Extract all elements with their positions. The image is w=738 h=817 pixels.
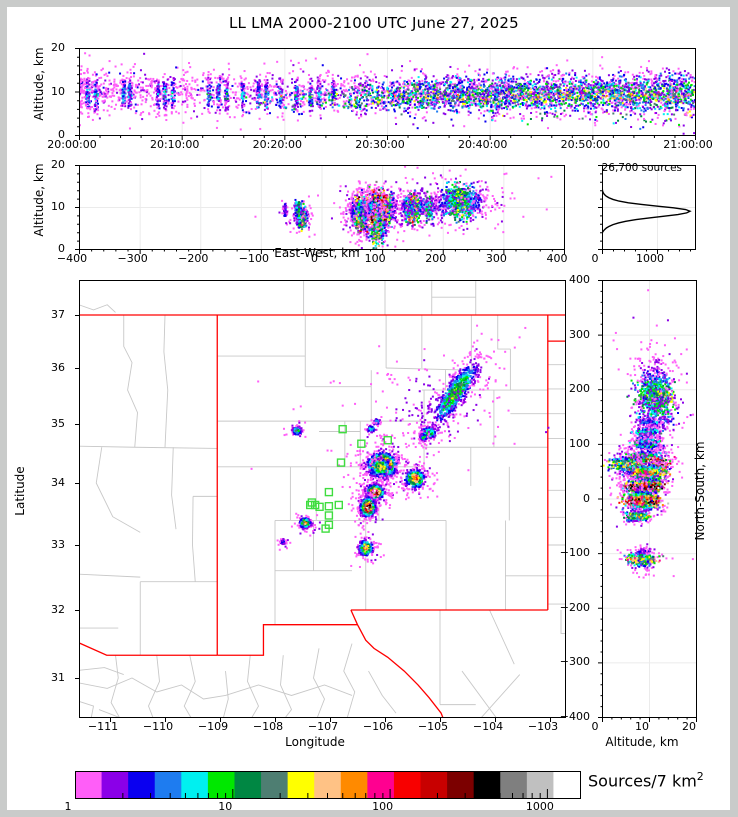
tick-label: 100	[372, 800, 394, 813]
colorbar-label-sup: 2	[696, 770, 704, 783]
tick-label: 20:10:00	[149, 138, 200, 151]
colorbar-label-text: Sources/7 km	[588, 771, 697, 791]
tick-label: −200	[559, 600, 590, 614]
tick-label: 20:00:00	[47, 138, 97, 151]
ns-panel-xlabel: Altitude, km	[605, 735, 679, 749]
histogram-annotation: 26,700 sources	[601, 162, 682, 174]
tick-label: 0	[591, 720, 599, 733]
tick-label: 36	[51, 361, 65, 374]
tick-label: 300	[569, 327, 590, 341]
time-panel-ylabel: Altitude, km	[32, 47, 46, 121]
tick-label: −109	[197, 720, 229, 733]
ew-panel-ylabel: Altitude, km	[32, 163, 46, 237]
tick-label: 100	[364, 252, 386, 265]
tick-label: 35	[51, 417, 65, 430]
tick-label: 20:40:00	[457, 138, 508, 151]
tick-label: 10	[635, 720, 649, 733]
tick-label: 0	[58, 128, 65, 141]
tick-label: −104	[472, 720, 504, 733]
tick-label: 1000	[525, 800, 554, 813]
tick-label: 37	[51, 308, 65, 321]
tick-label: 1000	[636, 252, 664, 265]
ns-panel-ylabel: North-South, km	[693, 441, 707, 541]
tick-label: 0	[311, 252, 318, 265]
map-xlabel: Longitude	[285, 735, 345, 749]
tick-label: 32	[51, 603, 65, 616]
tick-label: 33	[51, 538, 65, 551]
tick-label: −111	[87, 720, 119, 733]
tick-label: 34	[51, 476, 65, 489]
tick-label: 100	[569, 436, 590, 450]
tick-label: 21:00:00	[663, 138, 713, 151]
tick-label: 20	[682, 720, 696, 733]
tick-label: 10	[218, 800, 233, 813]
tick-label: −100	[238, 252, 269, 265]
tick-label: 20	[51, 158, 65, 171]
tick-label: −105	[417, 720, 449, 733]
tick-label: 400	[546, 252, 568, 265]
tick-label: −107	[307, 720, 339, 733]
tick-label: 200	[425, 252, 447, 265]
tick-label: −103	[527, 720, 559, 733]
ew-panel-xlabel: East-West, km	[274, 246, 360, 260]
tick-label: 20:50:00	[560, 138, 611, 151]
tick-label: 0	[58, 242, 65, 255]
map-ylabel: Latitude	[13, 466, 27, 516]
tick-label: 20	[51, 41, 65, 54]
tick-label: −300	[117, 252, 148, 265]
tick-label: 20:20:00	[252, 138, 303, 151]
tick-label: 200	[569, 382, 590, 396]
tick-label: −200	[178, 252, 209, 265]
tick-label: 20:30:00	[355, 138, 405, 151]
tick-label: −400	[56, 252, 88, 265]
tick-label: 0	[591, 252, 599, 265]
tick-label: 300	[485, 252, 507, 265]
tick-label: −100	[559, 546, 590, 560]
tick-label: 0	[583, 491, 590, 505]
figure-title: LL LMA 2000-2100 UTC June 27, 2025	[229, 14, 519, 32]
tick-label: −110	[142, 720, 174, 733]
tick-label: 31	[51, 671, 65, 684]
tick-label: 10	[51, 84, 65, 98]
tick-label: 1	[64, 800, 72, 813]
tick-label: −108	[252, 720, 284, 733]
tick-label: 10	[51, 200, 65, 213]
tick-label: −106	[362, 720, 394, 733]
tick-label: 400	[569, 273, 590, 286]
colorbar-label: Sources/7 km2	[588, 770, 704, 790]
tick-label: −300	[559, 655, 590, 669]
tick-label: −400	[559, 710, 590, 723]
